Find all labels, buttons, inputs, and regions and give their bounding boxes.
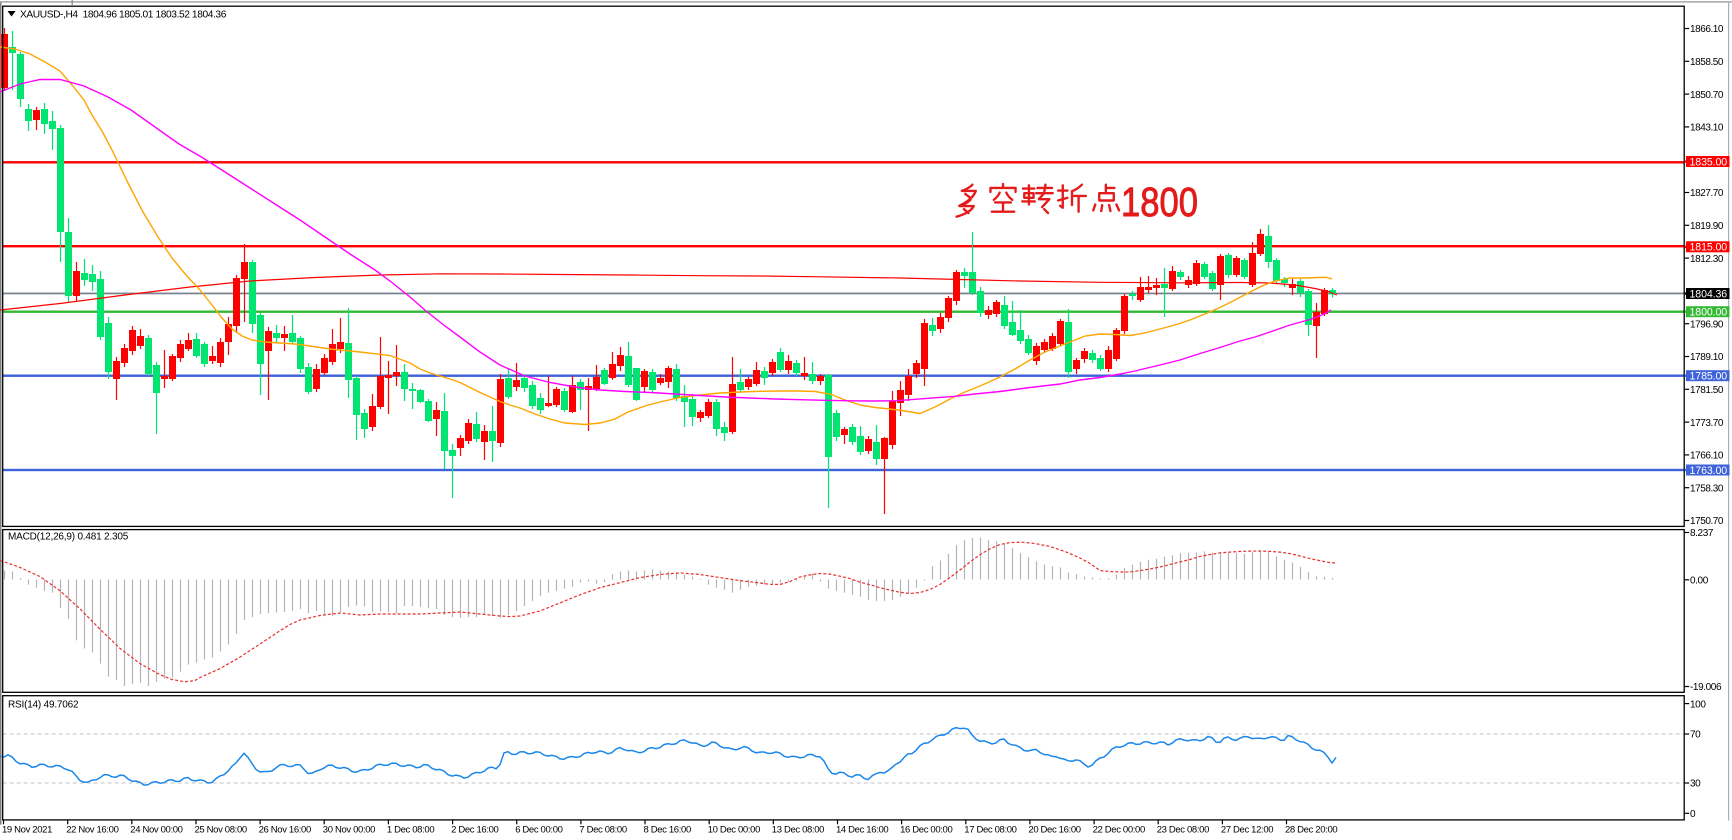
svg-text:6 Dec 00:00: 6 Dec 00:00 bbox=[515, 825, 562, 836]
svg-text:1800: 1800 bbox=[1121, 179, 1198, 225]
svg-text:1796.90: 1796.90 bbox=[1690, 319, 1724, 330]
svg-text:1766.10: 1766.10 bbox=[1690, 451, 1724, 462]
svg-text:14 Dec 16:00: 14 Dec 16:00 bbox=[836, 825, 888, 836]
svg-text:0.00: 0.00 bbox=[1690, 576, 1709, 587]
svg-text:1843.10: 1843.10 bbox=[1690, 123, 1724, 134]
svg-text:16 Dec 00:00: 16 Dec 00:00 bbox=[900, 825, 952, 836]
svg-text:20 Dec 16:00: 20 Dec 16:00 bbox=[1028, 825, 1080, 836]
svg-text:17 Dec 08:00: 17 Dec 08:00 bbox=[964, 825, 1016, 836]
svg-text:24 Nov 00:00: 24 Nov 00:00 bbox=[130, 825, 182, 836]
svg-text:13 Dec 08:00: 13 Dec 08:00 bbox=[772, 825, 824, 836]
svg-text:30: 30 bbox=[1690, 779, 1701, 790]
svg-text:1815.00: 1815.00 bbox=[1690, 242, 1728, 254]
svg-text:8.237: 8.237 bbox=[1690, 528, 1714, 539]
svg-text:30 Nov 00:00: 30 Nov 00:00 bbox=[323, 825, 375, 836]
svg-text:19 Nov 2021: 19 Nov 2021 bbox=[2, 825, 52, 836]
svg-text:MACD(12,26,9) 0.481 2.305: MACD(12,26,9) 0.481 2.305 bbox=[8, 532, 129, 543]
svg-text:1819.90: 1819.90 bbox=[1690, 221, 1724, 232]
svg-text:1800.00: 1800.00 bbox=[1690, 307, 1728, 319]
svg-text:100: 100 bbox=[1690, 699, 1706, 710]
svg-text:1804.36: 1804.36 bbox=[1690, 288, 1728, 300]
svg-text:26 Nov 16:00: 26 Nov 16:00 bbox=[259, 825, 311, 836]
svg-text:70: 70 bbox=[1690, 730, 1701, 741]
svg-text:1812.30: 1812.30 bbox=[1690, 254, 1724, 265]
svg-text:28 Dec 20:00: 28 Dec 20:00 bbox=[1285, 825, 1337, 836]
svg-text:25 Nov 08:00: 25 Nov 08:00 bbox=[195, 825, 247, 836]
svg-text:27 Dec 12:00: 27 Dec 12:00 bbox=[1221, 825, 1273, 836]
svg-text:1858.50: 1858.50 bbox=[1690, 57, 1724, 68]
svg-text:1850.70: 1850.70 bbox=[1690, 90, 1724, 101]
svg-text:1781.50: 1781.50 bbox=[1690, 385, 1724, 396]
svg-text:1789.10: 1789.10 bbox=[1690, 352, 1724, 363]
svg-text:1827.70: 1827.70 bbox=[1690, 188, 1724, 199]
svg-text:1763.00: 1763.00 bbox=[1690, 465, 1728, 477]
svg-text:1773.70: 1773.70 bbox=[1690, 418, 1724, 429]
svg-text:1785.00: 1785.00 bbox=[1690, 371, 1728, 383]
svg-text:8 Dec 16:00: 8 Dec 16:00 bbox=[644, 825, 691, 836]
svg-text:1 Dec 08:00: 1 Dec 08:00 bbox=[387, 825, 434, 836]
svg-text:23 Dec 08:00: 23 Dec 08:00 bbox=[1157, 825, 1209, 836]
svg-text:2 Dec 16:00: 2 Dec 16:00 bbox=[451, 825, 498, 836]
svg-text:7 Dec 08:00: 7 Dec 08:00 bbox=[579, 825, 626, 836]
svg-text:22 Dec 00:00: 22 Dec 00:00 bbox=[1093, 825, 1145, 836]
svg-text:10 Dec 00:00: 10 Dec 00:00 bbox=[708, 825, 760, 836]
svg-text:1758.30: 1758.30 bbox=[1690, 483, 1724, 494]
svg-text:XAUUSD-,H4 1804.96 1805.01 18: XAUUSD-,H4 1804.96 1805.01 1803.52 1804.… bbox=[20, 9, 227, 20]
svg-text:22 Nov 16:00: 22 Nov 16:00 bbox=[66, 825, 118, 836]
svg-text:1835.00: 1835.00 bbox=[1690, 156, 1728, 168]
svg-text:1866.10: 1866.10 bbox=[1690, 24, 1724, 35]
svg-text:1750.70: 1750.70 bbox=[1690, 516, 1724, 527]
svg-text:0: 0 bbox=[1690, 809, 1696, 820]
svg-text:-19.006: -19.006 bbox=[1690, 682, 1722, 693]
svg-text:RSI(14) 49.7062: RSI(14) 49.7062 bbox=[8, 700, 79, 711]
